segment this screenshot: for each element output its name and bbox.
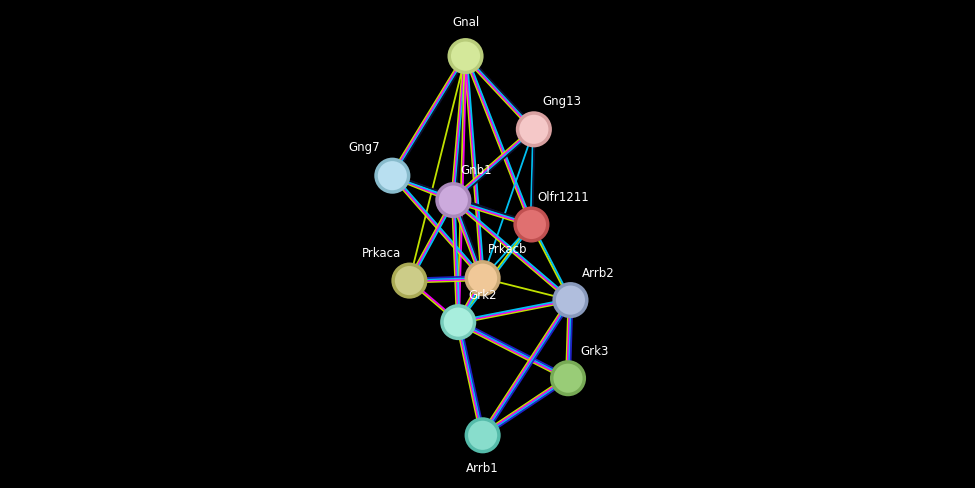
- Ellipse shape: [553, 363, 584, 394]
- Text: Grk3: Grk3: [581, 345, 609, 358]
- Ellipse shape: [516, 111, 552, 147]
- Ellipse shape: [553, 282, 589, 318]
- Text: Gnal: Gnal: [452, 17, 479, 29]
- Ellipse shape: [438, 184, 469, 216]
- Text: Grk2: Grk2: [468, 289, 497, 302]
- Text: Gng7: Gng7: [348, 141, 380, 154]
- Ellipse shape: [519, 114, 550, 145]
- Ellipse shape: [516, 209, 547, 240]
- Ellipse shape: [394, 265, 425, 296]
- Ellipse shape: [440, 304, 476, 340]
- Text: Prkaca: Prkaca: [362, 247, 401, 260]
- Text: Arrb1: Arrb1: [466, 462, 499, 475]
- Text: Olfr1211: Olfr1211: [537, 191, 589, 204]
- Ellipse shape: [435, 182, 471, 218]
- Ellipse shape: [391, 263, 427, 299]
- Ellipse shape: [449, 41, 481, 72]
- Ellipse shape: [555, 285, 586, 316]
- Ellipse shape: [514, 206, 550, 243]
- Ellipse shape: [464, 260, 501, 296]
- Text: Gnb1: Gnb1: [460, 164, 491, 177]
- Text: Gng13: Gng13: [543, 95, 582, 107]
- Ellipse shape: [467, 420, 498, 451]
- Ellipse shape: [550, 360, 586, 396]
- Text: Arrb2: Arrb2: [582, 267, 615, 280]
- Ellipse shape: [467, 263, 498, 294]
- Ellipse shape: [464, 417, 501, 453]
- Text: Prkacb: Prkacb: [488, 244, 527, 256]
- Ellipse shape: [374, 158, 410, 194]
- Ellipse shape: [448, 38, 484, 74]
- Ellipse shape: [443, 306, 474, 338]
- Ellipse shape: [376, 160, 408, 191]
